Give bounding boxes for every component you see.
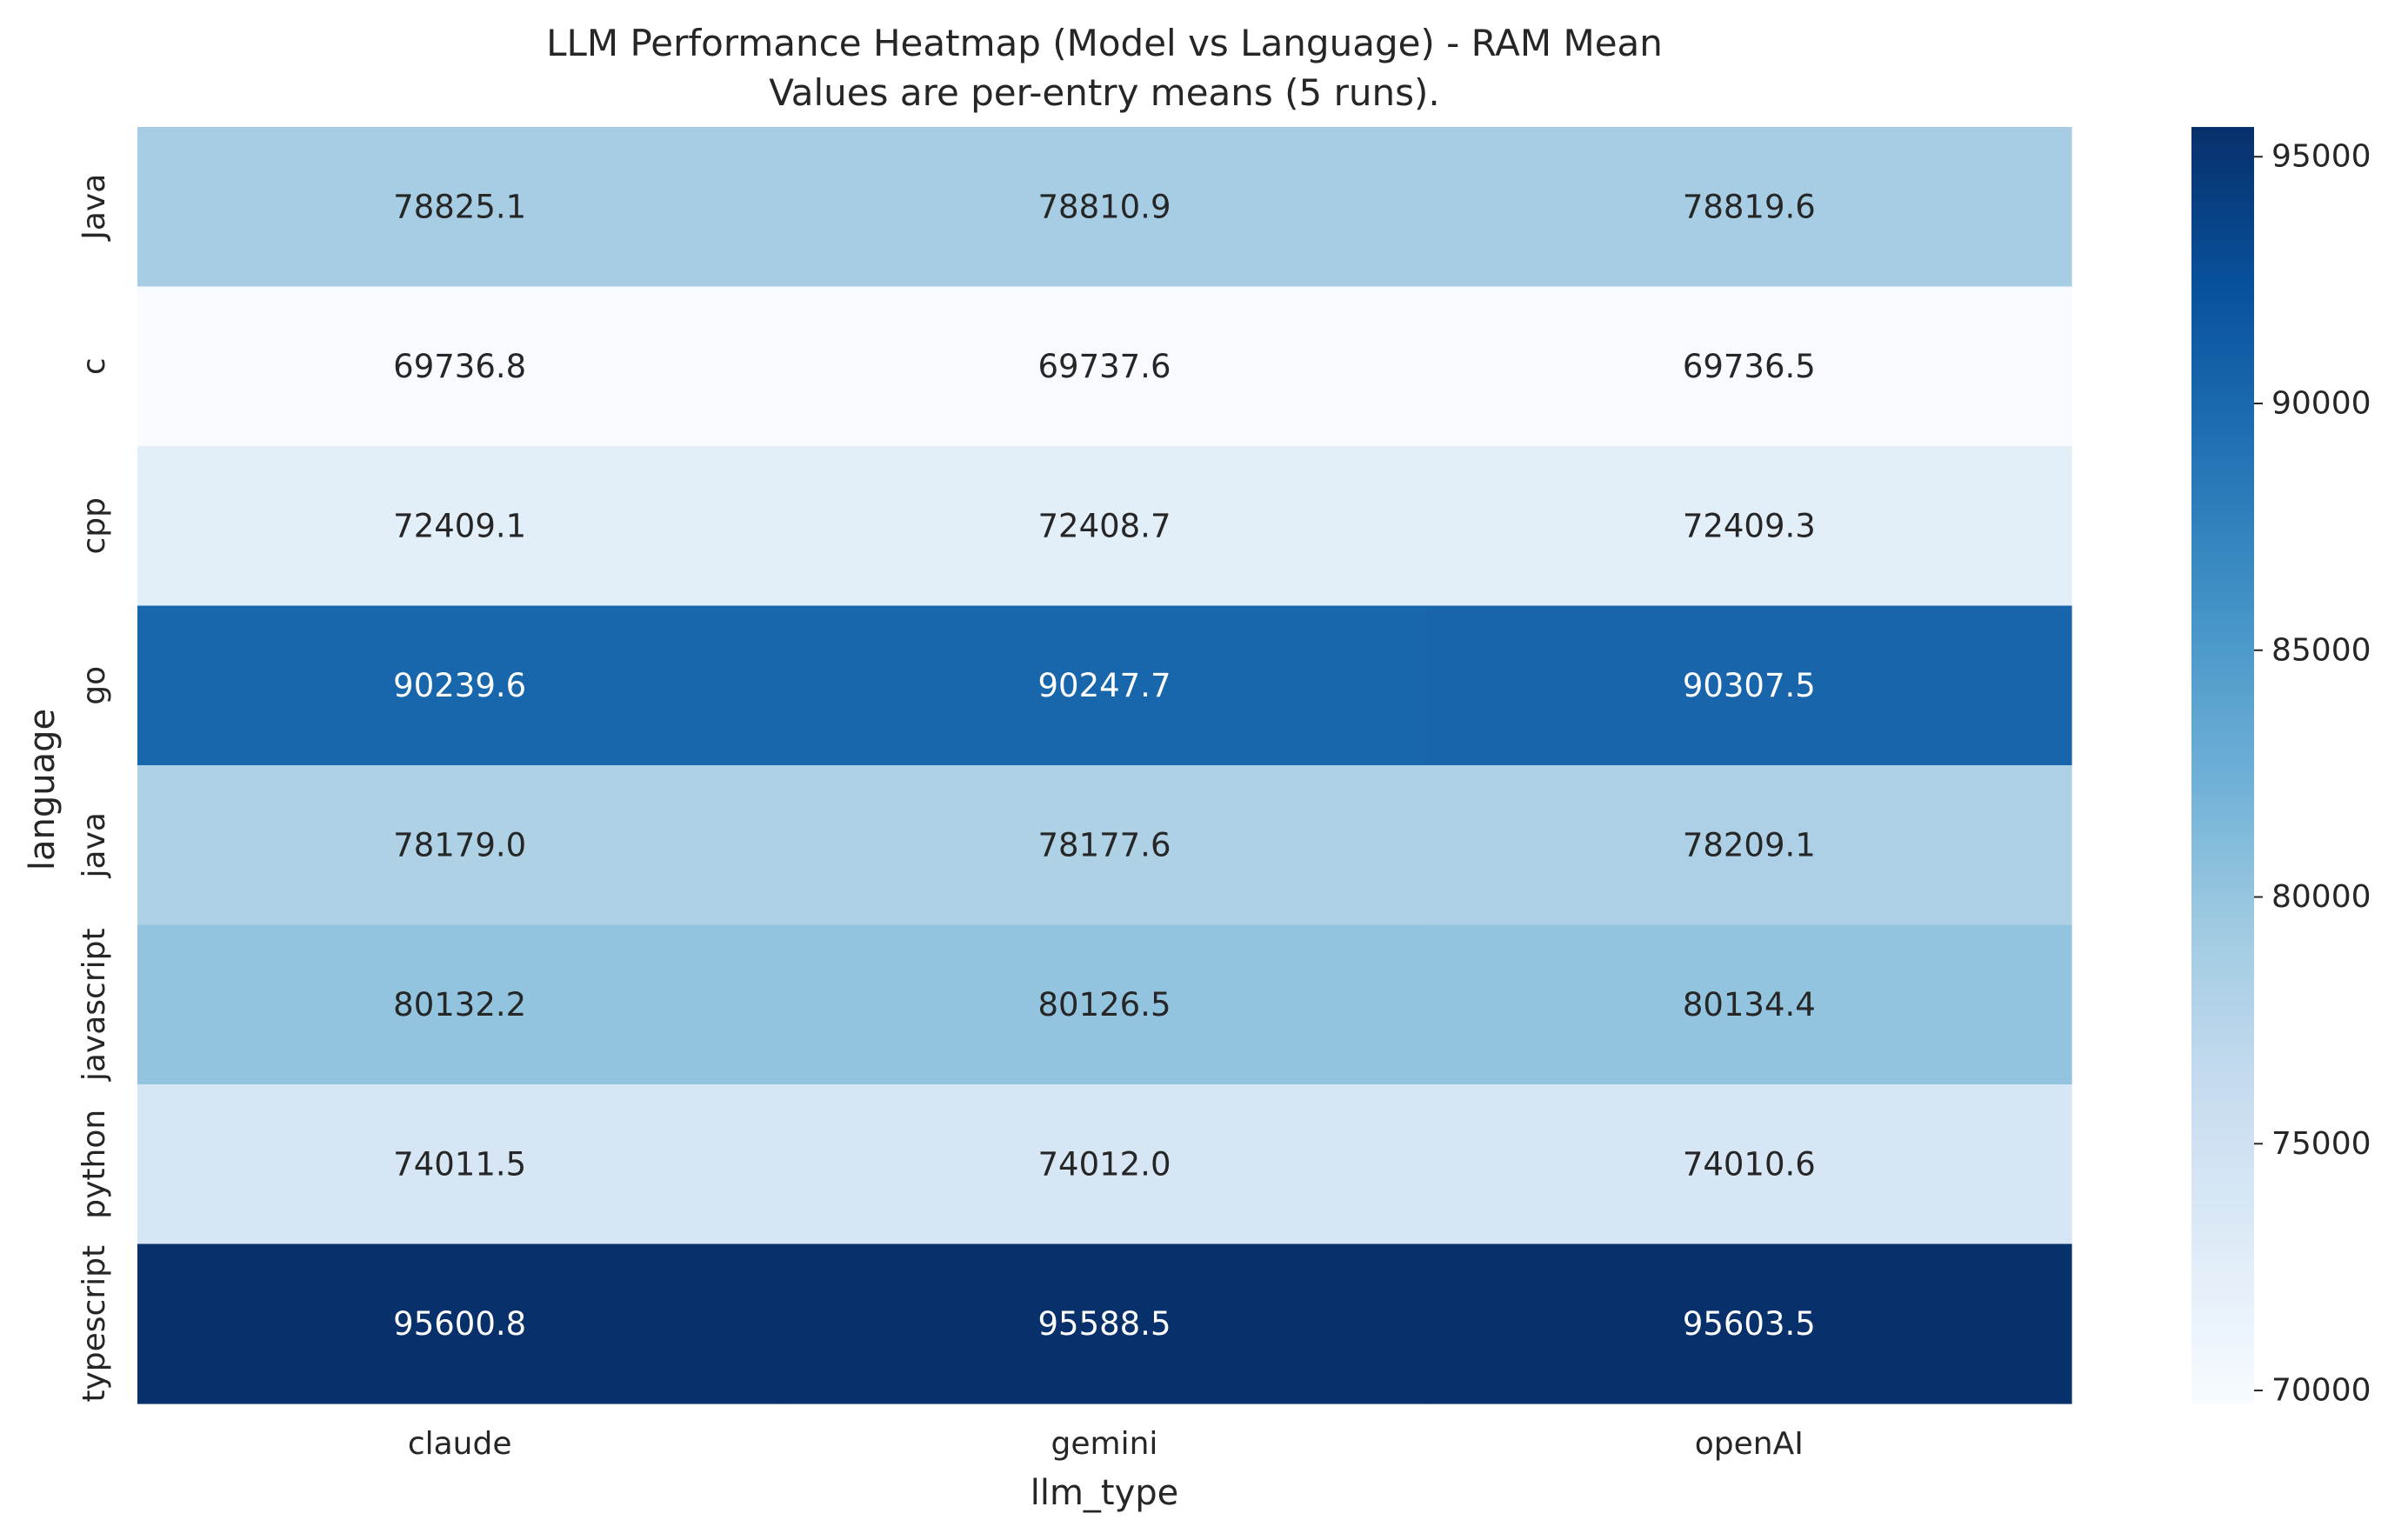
heatmap-cell	[782, 446, 1428, 607]
y-tick-label: cpp	[77, 497, 112, 555]
cell-value-label: 72409.1	[393, 507, 526, 544]
x-axis-label: llm_type	[1031, 1473, 1179, 1513]
cell-value-label: 72408.7	[1037, 507, 1171, 544]
cell-value-label: 80132.2	[393, 986, 526, 1023]
heatmap-cell	[782, 765, 1428, 926]
colorbar-tick-label: 85000	[2271, 632, 2371, 668]
cell-value-label: 78810.9	[1037, 188, 1171, 225]
cell-value-label: 69736.8	[393, 348, 526, 385]
colorbar	[2191, 127, 2254, 1403]
colorbar-tick-label: 70000	[2271, 1373, 2371, 1409]
y-tick-labels: Java c cpp go java javascript python typescript	[77, 174, 112, 1403]
x-tick-labels: claude gemini openAI	[408, 1426, 1804, 1462]
colorbar-tick-label: 75000	[2271, 1126, 2371, 1162]
cell-value-label: 78179.0	[393, 826, 526, 863]
y-tick-label: javascript	[77, 928, 112, 1082]
heatmap-cell	[1426, 924, 2072, 1085]
heatmap-cell	[1426, 127, 2072, 288]
heatmap-cell	[1426, 1084, 2072, 1245]
heatmap-cell	[137, 1084, 783, 1245]
cell-value-label: 90247.7	[1037, 667, 1171, 704]
x-tick-label: claude	[408, 1426, 512, 1462]
cell-value-label: 95600.8	[393, 1305, 526, 1343]
y-tick-label: typescript	[77, 1245, 112, 1403]
heatmap-cell	[782, 924, 1428, 1085]
colorbar-ticks: 70000 75000 80000 85000 90000 95000	[2254, 139, 2371, 1409]
heatmap-cells: 78825.1 78810.9 78819.6 69736.8 69737.6 69736…	[137, 127, 2072, 1404]
heatmap-cell	[1426, 605, 2072, 766]
colorbar-tick-label: 80000	[2271, 879, 2371, 915]
heatmap-cell	[137, 765, 783, 926]
cell-value-label: 69737.6	[1037, 348, 1171, 385]
colorbar-tick-label: 90000	[2271, 386, 2371, 422]
heatmap-cell	[137, 605, 783, 766]
heatmap-cell	[1426, 446, 2072, 607]
cell-value-label: 69736.5	[1683, 348, 1816, 385]
heatmap-cell	[782, 127, 1428, 288]
cell-value-label: 74012.0	[1037, 1145, 1171, 1183]
cell-value-label: 80134.4	[1683, 986, 1816, 1023]
cell-value-label: 74010.6	[1683, 1145, 1816, 1183]
x-tick-label: gemini	[1051, 1426, 1158, 1462]
cell-value-label: 78177.6	[1037, 826, 1171, 863]
heatmap-cell	[1426, 286, 2072, 447]
colorbar-tick-label: 95000	[2271, 139, 2371, 175]
cell-value-label: 78825.1	[393, 188, 526, 225]
y-tick-label: c	[77, 357, 112, 375]
chart-title: LLM Performance Heatmap (Model vs Langua…	[546, 22, 1663, 64]
y-tick-label: go	[77, 666, 112, 705]
cell-value-label: 74011.5	[393, 1145, 526, 1183]
y-tick-label: python	[77, 1110, 112, 1219]
y-axis-label: language	[23, 709, 63, 870]
heatmap-cell	[137, 1243, 783, 1404]
heatmap-cell	[1426, 1243, 2072, 1404]
heatmap-cell	[782, 1243, 1428, 1404]
y-tick-label: java	[77, 812, 112, 878]
cell-value-label: 78209.1	[1683, 826, 1816, 863]
cell-value-label: 90307.5	[1683, 667, 1816, 704]
heatmap-cell	[782, 1084, 1428, 1245]
cell-value-label: 78819.6	[1683, 188, 1816, 225]
cell-value-label: 95588.5	[1037, 1305, 1171, 1343]
heatmap-cell	[782, 286, 1428, 447]
heatmap-cell	[137, 127, 783, 288]
heatmap-cell	[137, 286, 783, 447]
heatmap-cell	[137, 446, 783, 607]
cell-value-label: 72409.3	[1683, 507, 1816, 544]
heatmap-cell	[1426, 765, 2072, 926]
cell-value-label: 90239.6	[393, 667, 526, 704]
chart-subtitle: Values are per-entry means (5 runs).	[769, 71, 1439, 114]
y-tick-label: Java	[77, 174, 112, 242]
cell-value-label: 95603.5	[1683, 1305, 1816, 1343]
x-tick-label: openAI	[1695, 1426, 1804, 1462]
cell-value-label: 80126.5	[1037, 986, 1171, 1023]
heatmap-cell	[782, 605, 1428, 766]
heatmap-cell	[137, 924, 783, 1085]
